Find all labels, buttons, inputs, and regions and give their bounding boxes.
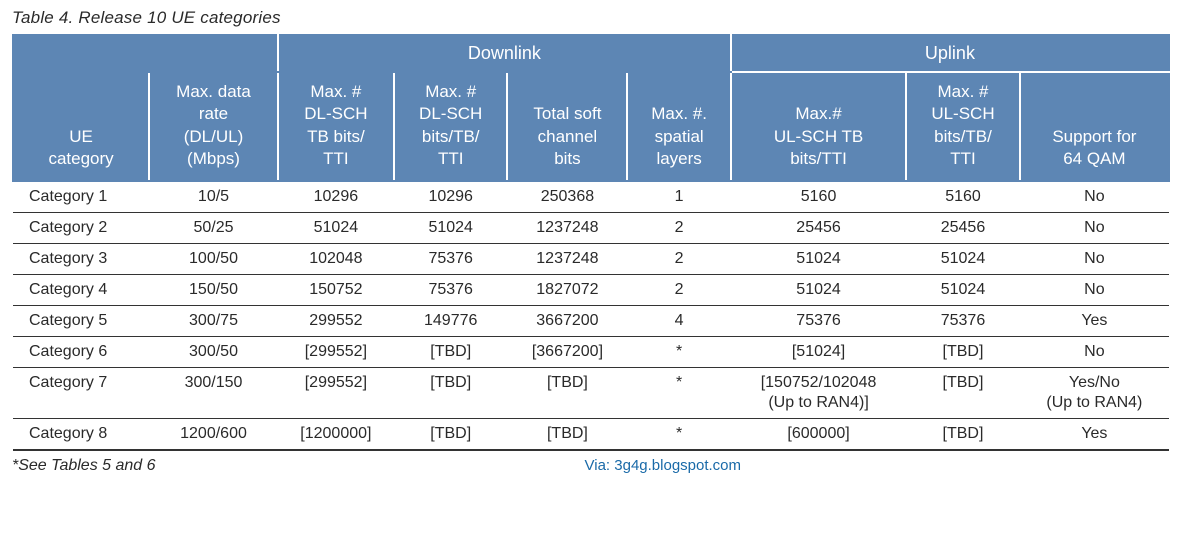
cell-layers: * (627, 418, 731, 450)
via-credit: Via: 3g4g.blogspot.com (156, 457, 1170, 474)
cell-rate: 1200/600 (149, 418, 278, 450)
cell-layers: 2 (627, 274, 731, 305)
cell-cat: Category 4 (13, 274, 149, 305)
cell-ul_tb: 5160 (731, 181, 906, 213)
col-ul-bits-tb: Max. #UL-SCHbits/TB/TTI (906, 72, 1020, 180)
table-footnote: *See Tables 5 and 6 (12, 457, 156, 475)
cell-dl_tb: [299552] (278, 367, 394, 418)
cell-cat: Category 6 (13, 336, 149, 367)
cell-ul_bits: 51024 (906, 274, 1020, 305)
cell-cat: Category 8 (13, 418, 149, 450)
cell-layers: 2 (627, 212, 731, 243)
cell-soft: [TBD] (507, 418, 627, 450)
cell-dl_tb: [1200000] (278, 418, 394, 450)
cell-dl_tb: [299552] (278, 336, 394, 367)
cell-qam: No (1020, 336, 1169, 367)
cell-qam: Yes (1020, 418, 1169, 450)
cell-qam: Yes/No(Up to RAN4) (1020, 367, 1169, 418)
cell-ul_bits: 25456 (906, 212, 1020, 243)
cell-dl_tb: 299552 (278, 305, 394, 336)
ue-categories-table: Downlink Uplink UEcategory Max. datarate… (12, 34, 1170, 451)
col-ue-category: UEcategory (13, 72, 149, 180)
col-dl-bits-tb: Max. #DL-SCHbits/TB/TTI (394, 72, 508, 180)
header-columns-row: UEcategory Max. datarate(DL/UL)(Mbps) Ma… (13, 72, 1169, 180)
cell-dl_tb: 51024 (278, 212, 394, 243)
col-soft-channel-bits: Total softchannelbits (507, 72, 627, 180)
col-ul-tb-bits: Max.#UL-SCH TBbits/TTI (731, 72, 906, 180)
cell-rate: 300/150 (149, 367, 278, 418)
cell-soft: 1237248 (507, 212, 627, 243)
cell-dl_bits: 149776 (394, 305, 508, 336)
header-group-row: Downlink Uplink (13, 35, 1169, 72)
col-64qam: Support for64 QAM (1020, 72, 1169, 180)
col-dl-tb-bits: Max. #DL-SCHTB bits/TTI (278, 72, 394, 180)
cell-ul_tb: 75376 (731, 305, 906, 336)
cell-rate: 100/50 (149, 243, 278, 274)
table-row: Category 81200/600[1200000][TBD][TBD]*[6… (13, 418, 1169, 450)
cell-cat: Category 3 (13, 243, 149, 274)
cell-soft: 1827072 (507, 274, 627, 305)
cell-qam: Yes (1020, 305, 1169, 336)
cell-dl_tb: 10296 (278, 181, 394, 213)
cell-dl_bits: [TBD] (394, 336, 508, 367)
cell-dl_bits: [TBD] (394, 418, 508, 450)
table-row: Category 110/51029610296250368151605160N… (13, 181, 1169, 213)
header-blank (13, 35, 278, 72)
table-row: Category 7300/150[299552][TBD][TBD]*[150… (13, 367, 1169, 418)
cell-qam: No (1020, 181, 1169, 213)
cell-rate: 300/50 (149, 336, 278, 367)
cell-dl_bits: 75376 (394, 274, 508, 305)
cell-cat: Category 2 (13, 212, 149, 243)
table-row: Category 250/255102451024123724822545625… (13, 212, 1169, 243)
cell-qam: No (1020, 212, 1169, 243)
cell-ul_bits: 5160 (906, 181, 1020, 213)
cell-dl_bits: [TBD] (394, 367, 508, 418)
cell-ul_bits: [TBD] (906, 367, 1020, 418)
cell-dl_bits: 51024 (394, 212, 508, 243)
cell-ul_tb: [600000] (731, 418, 906, 450)
header-group-downlink: Downlink (278, 35, 731, 72)
table-row: Category 3100/50102048753761237248251024… (13, 243, 1169, 274)
table-row: Category 5300/75299552149776366720047537… (13, 305, 1169, 336)
cell-layers: 4 (627, 305, 731, 336)
cell-soft: 250368 (507, 181, 627, 213)
cell-soft: [TBD] (507, 367, 627, 418)
cell-ul_tb: [51024] (731, 336, 906, 367)
table-body: Category 110/51029610296250368151605160N… (13, 181, 1169, 450)
cell-cat: Category 5 (13, 305, 149, 336)
table-row: Category 4150/50150752753761827072251024… (13, 274, 1169, 305)
cell-layers: * (627, 367, 731, 418)
cell-layers: * (627, 336, 731, 367)
cell-qam: No (1020, 243, 1169, 274)
cell-soft: [3667200] (507, 336, 627, 367)
cell-ul_bits: [TBD] (906, 336, 1020, 367)
cell-soft: 1237248 (507, 243, 627, 274)
cell-ul_bits: 75376 (906, 305, 1020, 336)
cell-qam: No (1020, 274, 1169, 305)
cell-layers: 1 (627, 181, 731, 213)
col-max-data-rate: Max. datarate(DL/UL)(Mbps) (149, 72, 278, 180)
cell-ul_tb: 51024 (731, 274, 906, 305)
cell-dl_bits: 75376 (394, 243, 508, 274)
cell-dl_tb: 150752 (278, 274, 394, 305)
cell-rate: 300/75 (149, 305, 278, 336)
header-group-uplink: Uplink (731, 35, 1169, 72)
table-caption: Table 4. Release 10 UE categories (12, 8, 1170, 28)
table-row: Category 6300/50[299552][TBD][3667200]*[… (13, 336, 1169, 367)
col-spatial-layers: Max. #.spatiallayers (627, 72, 731, 180)
cell-layers: 2 (627, 243, 731, 274)
cell-rate: 10/5 (149, 181, 278, 213)
cell-rate: 50/25 (149, 212, 278, 243)
cell-cat: Category 1 (13, 181, 149, 213)
cell-soft: 3667200 (507, 305, 627, 336)
cell-ul_bits: [TBD] (906, 418, 1020, 450)
cell-ul_bits: 51024 (906, 243, 1020, 274)
cell-rate: 150/50 (149, 274, 278, 305)
cell-ul_tb: 51024 (731, 243, 906, 274)
cell-ul_tb: [150752/102048(Up to RAN4)] (731, 367, 906, 418)
cell-dl_bits: 10296 (394, 181, 508, 213)
cell-dl_tb: 102048 (278, 243, 394, 274)
cell-ul_tb: 25456 (731, 212, 906, 243)
cell-cat: Category 7 (13, 367, 149, 418)
